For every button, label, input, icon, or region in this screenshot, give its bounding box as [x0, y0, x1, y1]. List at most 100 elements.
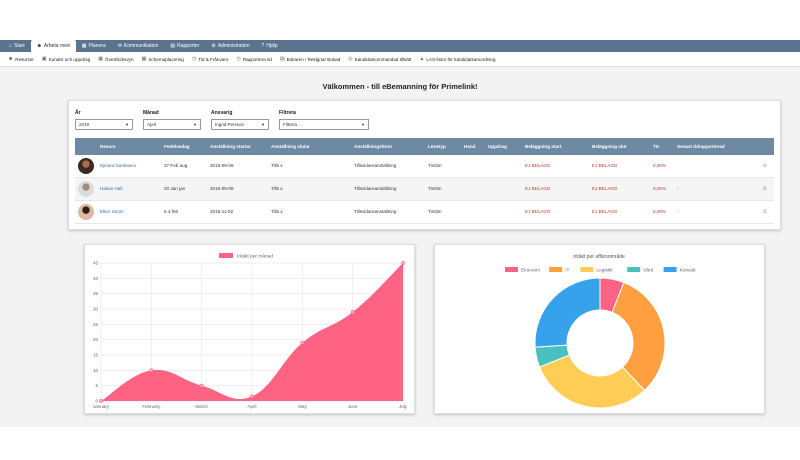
home-icon: ⌂: [9, 43, 13, 49]
schedule-icon: ▦: [141, 56, 147, 62]
subnav-item[interactable]: ▦ Överblicksvyn: [94, 56, 137, 62]
legend-label: Intäkt per månad: [237, 253, 273, 260]
doughnut-slice[interactable]: [534, 277, 601, 348]
column-header[interactable]: TG: [653, 144, 660, 149]
subnav-item[interactable]: ◷ Tid & Frånvaro: [188, 56, 233, 62]
year-label: År: [75, 110, 81, 116]
cell-name[interactable]: Djinard Santiasco: [100, 163, 137, 168]
text-filter: Filtrera Filtrera ... ▼: [279, 110, 369, 130]
column-header[interactable]: Beläggning slut: [592, 144, 627, 149]
column-header[interactable]: Senast tidrapporterad: [677, 144, 725, 149]
column-header[interactable]: Beläggning start: [525, 144, 562, 149]
calendar-icon: ▦: [81, 43, 87, 49]
cell-name[interactable]: Hakan Hall: [100, 186, 123, 191]
phone-icon[interactable]: ✆: [763, 209, 767, 214]
subnav-item[interactable]: ☻ Resurser: [4, 56, 38, 62]
phone-icon[interactable]: ✆: [763, 163, 767, 168]
phone-icon[interactable]: ✆: [763, 186, 767, 191]
column-header[interactable]: Hand: [464, 144, 476, 149]
subnav-item[interactable]: ▲ LAS-listor för kandidatsamordning: [415, 56, 499, 62]
subnav-item[interactable]: ▦ Schemaplacering: [138, 56, 188, 62]
cell-bend: EJ BELAGD: [592, 209, 618, 214]
y-tick-label: 40: [93, 276, 99, 281]
manager-select[interactable]: Ingrid Persson ▼: [211, 119, 269, 130]
filter-label: Filtrera: [279, 110, 296, 116]
filter-select[interactable]: Filtrera ... ▼: [279, 119, 369, 130]
resources-icon: ☻: [8, 56, 14, 62]
top-navigation: ⌂ Start ☻ Arbeta med ▦ Planera ✉ Kommunikation ▤…: [0, 40, 800, 52]
cell-birthday: 5 4 feb: [164, 209, 179, 214]
cell-form: Tillsvidareanställning: [354, 163, 397, 168]
column-header[interactable]: Lönetyp: [428, 144, 446, 149]
column-header[interactable]: Uppdrag: [488, 144, 507, 149]
cell-end: Tills v.: [271, 209, 284, 214]
column-header[interactable]: Resurs: [100, 144, 116, 149]
doughnut-slice[interactable]: [538, 354, 646, 409]
data-point[interactable]: [99, 399, 103, 403]
legend-swatch: [580, 267, 594, 272]
chevron-down-icon: ▼: [125, 122, 129, 127]
revenue-area-chart: 0 5 10 15 20 25 30 35 40 45 January February March Ap…: [93, 253, 408, 410]
manager-filter: Ansvarig Ingrid Persson ▼: [211, 110, 269, 130]
avatar: [78, 181, 94, 197]
tab-report[interactable]: ▤ Rapporter: [164, 40, 205, 52]
cell-birthday: 27 Feb aug: [164, 163, 188, 168]
data-point[interactable]: [149, 368, 154, 373]
month-select[interactable]: April ▼: [143, 119, 201, 130]
cell-form: Tillsvidareanställning: [354, 209, 397, 214]
cell-tg: 0,00%: [653, 163, 667, 168]
column-header[interactable]: Födelsedag: [164, 144, 190, 149]
legend-swatch: [549, 267, 563, 272]
tab-users[interactable]: ☻ Arbeta med: [30, 40, 76, 52]
booking-icon: ▤: [279, 56, 285, 62]
help-icon: ?: [261, 43, 265, 49]
subnav-item-label: Överblicksvyn: [105, 56, 134, 62]
data-point[interactable]: [250, 394, 254, 399]
cell-end: Tills v.: [271, 163, 284, 168]
year-filter: År 2019 ▼: [75, 110, 133, 130]
subnav-item[interactable]: ◎ Kandidatnommandad tillsätt: [344, 56, 415, 62]
data-point[interactable]: [199, 383, 204, 388]
subnav-item[interactable]: ▤ Bokaren / Reklgnar Bokad: [276, 56, 344, 62]
cell-bstart: EJ BELAGD: [525, 209, 551, 214]
column-header[interactable]: Anställning startar: [210, 144, 251, 149]
legend-swatch: [627, 267, 641, 272]
chevron-down-icon: ▼: [361, 122, 365, 127]
subnav-item[interactable]: ▣ Kunder och uppdrag: [38, 56, 94, 62]
tab-chat[interactable]: ✉ Kommunikation: [112, 40, 165, 52]
data-point[interactable]: [300, 340, 305, 345]
cell-bend: EJ BELAGD: [592, 186, 618, 191]
doughnut-slice[interactable]: [611, 281, 666, 392]
table-row[interactable]: Djinard Santiasco 27 Feb aug 2015-09-08 Til…: [75, 155, 774, 178]
tab-gear[interactable]: ⚙ Administration: [205, 40, 255, 52]
year-select[interactable]: 2019 ▼: [75, 119, 133, 130]
y-tick-label: 20: [93, 337, 99, 342]
cell-bend: EJ BELAGD: [592, 163, 618, 168]
data-point[interactable]: [350, 310, 355, 314]
legend-swatch: [219, 253, 233, 258]
column-header[interactable]: Anställningsform: [354, 144, 392, 149]
data-point[interactable]: [401, 261, 405, 265]
x-tick-label: June: [348, 404, 358, 409]
x-tick-label: February: [142, 404, 161, 409]
report-icon: ▤: [170, 43, 176, 49]
tab-label: Administration: [217, 43, 250, 49]
cell-name[interactable]: Ellen Strom: [100, 209, 124, 214]
table-row[interactable]: Ellen Strom 5 4 feb 2015-11-02 Tills v. Till…: [75, 201, 774, 224]
table-row[interactable]: Hakan Hall 20 Jan jan 2015-09-08 Tills v. Ti…: [75, 178, 774, 201]
cell-tg: 0,00%: [653, 186, 667, 191]
y-tick-label: 0: [95, 399, 98, 404]
area-series-fill: [101, 263, 403, 401]
column-header[interactable]: Anställning slutar: [271, 144, 310, 149]
subnav-item[interactable]: ◷ Rapportera tid: [232, 56, 276, 62]
tab-help[interactable]: ? Hjälp: [256, 40, 284, 52]
tab-calendar[interactable]: ▦ Planera: [76, 40, 112, 52]
tab-home[interactable]: ⌂ Start: [3, 40, 31, 52]
briefcase-icon: ▣: [41, 56, 47, 62]
y-tick-label: 5: [95, 383, 98, 388]
year-value: 2019: [79, 122, 90, 127]
y-tick-label: 25: [93, 322, 99, 327]
subnav-item-label: Tid & Frånvaro: [198, 56, 229, 62]
cell-start: 2015-09-08: [210, 163, 234, 168]
overview-icon: ▦: [98, 56, 104, 62]
